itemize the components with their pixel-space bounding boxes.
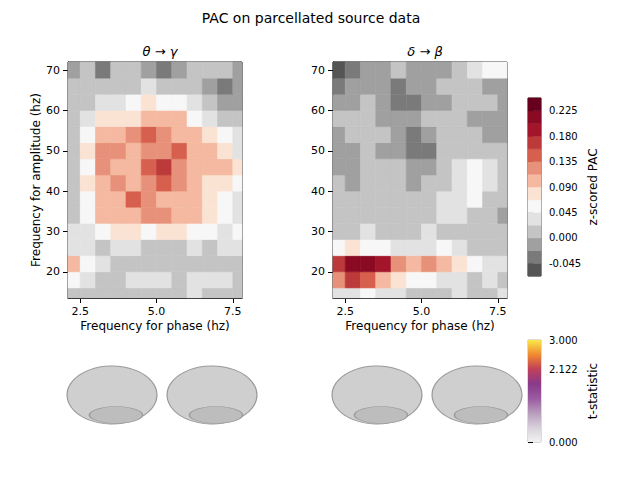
- svg-text:0.045: 0.045: [549, 207, 578, 218]
- svg-text:2.5: 2.5: [336, 305, 354, 318]
- svg-text:Frequency for phase (hz): Frequency for phase (hz): [345, 319, 494, 333]
- svg-text:20: 20: [46, 265, 60, 278]
- svg-text:40: 40: [46, 185, 60, 198]
- svg-text:20: 20: [311, 265, 325, 278]
- svg-text:50: 50: [311, 144, 325, 157]
- svg-text:δ → β: δ → β: [407, 44, 442, 59]
- svg-text:30: 30: [46, 225, 60, 238]
- svg-text:0.000: 0.000: [549, 232, 578, 243]
- svg-text:0.000: 0.000: [549, 437, 578, 448]
- svg-text:7.5: 7.5: [489, 305, 507, 318]
- svg-text:PAC on parcellated source data: PAC on parcellated source data: [202, 10, 421, 26]
- svg-text:5.0: 5.0: [148, 305, 166, 318]
- svg-text:0.225: 0.225: [549, 105, 578, 116]
- svg-text:5.0: 5.0: [413, 305, 431, 318]
- svg-text:2.5: 2.5: [71, 305, 89, 318]
- svg-text:Frequency for phase (hz): Frequency for phase (hz): [80, 319, 229, 333]
- svg-text:40: 40: [311, 185, 325, 198]
- svg-text:0.180: 0.180: [549, 131, 578, 142]
- svg-text:θ → γ: θ → γ: [143, 44, 179, 59]
- svg-text:7.5: 7.5: [224, 305, 242, 318]
- svg-text:Frequency for amplitude (hz): Frequency for amplitude (hz): [29, 93, 43, 267]
- svg-text:50: 50: [46, 144, 60, 157]
- svg-text:-0.045: -0.045: [549, 258, 581, 269]
- svg-text:60: 60: [46, 104, 60, 117]
- svg-text:t-statistic: t-statistic: [586, 363, 600, 419]
- svg-text:60: 60: [311, 104, 325, 117]
- svg-text:z-scored PAC: z-scored PAC: [586, 148, 600, 225]
- svg-text:2.122: 2.122: [549, 364, 578, 375]
- svg-text:30: 30: [311, 225, 325, 238]
- svg-text:3.000: 3.000: [549, 335, 578, 346]
- svg-text:70: 70: [311, 64, 325, 77]
- svg-text:0.090: 0.090: [549, 182, 578, 193]
- svg-text:70: 70: [46, 64, 60, 77]
- svg-text:0.135: 0.135: [549, 156, 578, 167]
